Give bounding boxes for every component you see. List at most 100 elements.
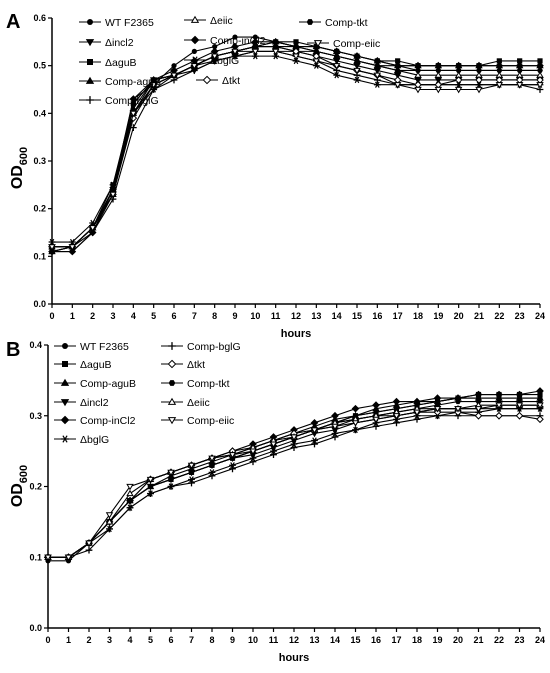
- legend-marker: [85, 76, 95, 84]
- data-point: [271, 48, 280, 56]
- legend-label: Comp-inCl2: [80, 415, 136, 427]
- x-tick-label: 21: [474, 311, 484, 321]
- legend-label: Comp-aguB: [105, 76, 161, 88]
- legend-label: Δtkt: [222, 75, 240, 87]
- x-tick-label: 20: [454, 311, 464, 321]
- legend-marker: [202, 75, 212, 85]
- data-point: [290, 444, 298, 451]
- data-point: [434, 80, 443, 89]
- data-point: [536, 82, 544, 89]
- legend-label: Comp-tkt: [325, 17, 368, 29]
- data-point: [372, 401, 380, 409]
- legend-marker: [167, 397, 177, 405]
- data-point: [187, 462, 196, 470]
- data-point: [374, 63, 381, 69]
- data-point: [353, 76, 361, 84]
- data-point: [455, 399, 461, 405]
- series-comp-eiic: [44, 402, 544, 562]
- x-axis-label: hours: [279, 652, 310, 664]
- series--tkt: [44, 408, 544, 562]
- data-point: [332, 58, 341, 65]
- x-tick-label: 23: [515, 311, 525, 321]
- data-point: [435, 67, 442, 73]
- data-point: [373, 67, 382, 75]
- legend-label: Δeiic: [187, 397, 210, 409]
- y-tick-label: 0.3: [29, 411, 42, 421]
- legend-label: Comp-bglG: [187, 341, 241, 353]
- data-point: [434, 77, 443, 84]
- data-point: [85, 546, 93, 554]
- legend-item: Comp-aguB: [54, 378, 136, 390]
- data-point: [394, 67, 401, 73]
- data-point: [414, 71, 422, 78]
- data-point: [150, 77, 157, 83]
- data-point: [229, 465, 236, 473]
- y-axis-label-main: OD: [9, 483, 26, 507]
- data-point: [310, 427, 319, 434]
- x-tick-label: 15: [352, 311, 362, 321]
- data-point: [433, 406, 442, 413]
- legend-label: Comp-eiic: [333, 38, 380, 50]
- legend-item: Comp-tkt: [161, 378, 230, 390]
- data-point: [270, 447, 277, 455]
- data-point: [454, 86, 463, 94]
- data-point: [149, 82, 158, 89]
- x-tick-label: 6: [171, 311, 176, 321]
- x-tick-label: 13: [309, 635, 319, 645]
- legend-label: WT F2365: [80, 341, 129, 353]
- data-point: [333, 72, 341, 79]
- x-tick-label: 18: [412, 635, 422, 645]
- x-tick-label: 12: [291, 311, 301, 321]
- data-point: [536, 402, 544, 409]
- legend-item: WT F2365: [54, 341, 129, 353]
- legend-label: Δtkt: [187, 359, 205, 371]
- y-tick-label: 0.1: [33, 251, 46, 261]
- legend-item: Comp-eiic: [161, 415, 234, 427]
- data-point: [495, 82, 504, 89]
- data-point: [515, 82, 524, 89]
- data-point: [208, 455, 216, 463]
- data-point: [231, 52, 239, 60]
- x-tick-label: 15: [350, 635, 360, 645]
- x-tick-label: 7: [189, 635, 194, 645]
- y-tick-label: 0.5: [33, 61, 46, 71]
- data-point: [395, 58, 401, 64]
- data-point: [454, 406, 462, 413]
- legend-marker: [167, 417, 177, 425]
- data-point: [393, 82, 402, 89]
- x-tick-label: 14: [332, 311, 342, 321]
- data-point: [393, 419, 400, 427]
- data-point: [455, 81, 463, 88]
- legend-marker: [62, 361, 68, 367]
- x-tick-label: 23: [514, 635, 524, 645]
- y-axis-label: OD600: [9, 147, 30, 189]
- x-tick-label: 10: [248, 635, 258, 645]
- data-point: [372, 422, 380, 430]
- data-point: [353, 63, 361, 70]
- data-point: [190, 63, 199, 70]
- legend-label: WT F2365: [105, 17, 154, 29]
- data-point: [147, 484, 154, 489]
- x-tick-label: 2: [86, 635, 91, 645]
- data-point: [434, 86, 443, 94]
- data-point: [147, 490, 154, 497]
- x-tick-label: 1: [70, 311, 75, 321]
- data-point: [373, 72, 382, 80]
- data-point: [331, 433, 339, 441]
- legend-item: ΔaguB: [79, 57, 137, 69]
- data-point: [536, 415, 544, 424]
- legend-label: Comp-aguB: [80, 378, 136, 390]
- chart-panel-a: A0 1 2 3 4 5 6 7 8 9 10 11 12 13 14 15 16 17 18 19 20 21 22 23 2…: [6, 11, 545, 340]
- x-tick-label: 22: [494, 311, 504, 321]
- data-point: [48, 244, 56, 251]
- x-tick-label: 17: [393, 311, 403, 321]
- data-point: [130, 101, 137, 107]
- y-tick-label: 0.4: [33, 108, 46, 118]
- x-tick-label: 5: [148, 635, 153, 645]
- y-axis-label-subscript: 600: [18, 147, 30, 165]
- data-point: [333, 53, 340, 59]
- x-tick-label: 11: [269, 635, 279, 645]
- x-tick-label: 4: [127, 635, 132, 645]
- y-tick-label: 0.0: [29, 623, 42, 633]
- data-point: [170, 72, 178, 80]
